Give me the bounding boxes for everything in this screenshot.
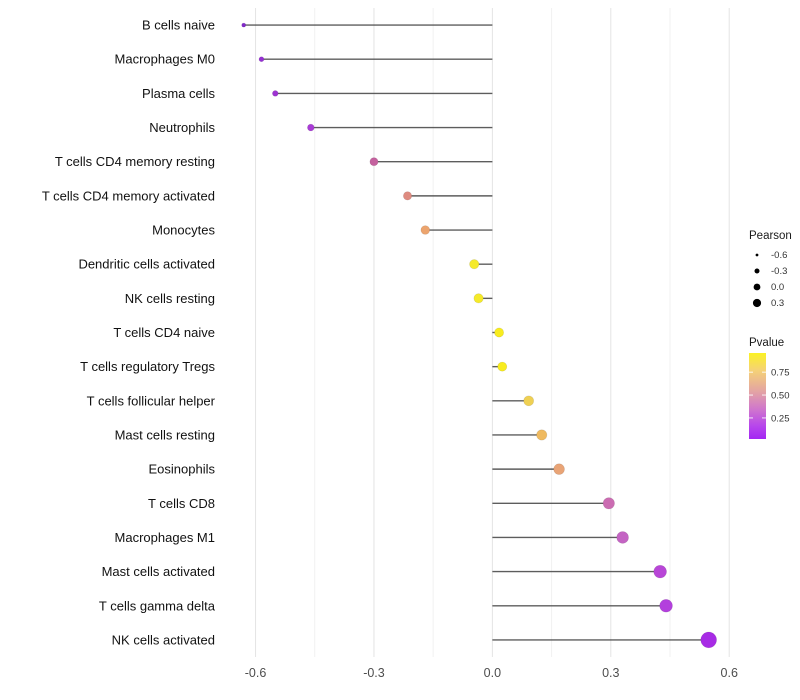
lollipop-point (536, 429, 548, 441)
lollipop-point (602, 497, 615, 510)
y-axis-label: Eosinophils (149, 462, 216, 477)
lollipop-point (494, 327, 505, 338)
legend-size-dot (755, 253, 759, 257)
lollipop-point (653, 564, 667, 579)
y-axis-label: T cells CD4 memory resting (55, 154, 215, 169)
y-axis-label: T cells CD4 naive (113, 325, 215, 340)
y-axis-label: B cells naive (142, 18, 215, 33)
y-axis-label: Macrophages M1 (115, 530, 215, 545)
y-axis-label: NK cells resting (125, 291, 215, 306)
x-axis-tick-label: 0.6 (721, 666, 738, 680)
y-axis-label: Neutrophils (149, 120, 215, 135)
y-axis-label: T cells gamma delta (99, 598, 216, 613)
lollipop-point (241, 22, 247, 28)
legend-size-dot (752, 298, 762, 308)
legend-size-label: -0.6 (771, 250, 787, 261)
y-axis-label: Dendritic cells activated (78, 257, 215, 272)
legend-size-title: Pearson (749, 230, 792, 242)
pvalue-tick-label: 0.50 (771, 390, 790, 401)
y-axis-label: Macrophages M0 (115, 52, 215, 67)
lollipop-point (272, 90, 279, 97)
x-axis-tick-label: 0.0 (484, 666, 501, 680)
y-axis-label: T cells follicular helper (87, 393, 216, 408)
lollipop-point (473, 293, 484, 304)
legend-size-label: 0.0 (771, 282, 784, 293)
legend-size-label: -0.3 (771, 266, 787, 277)
lollipop-point (469, 259, 480, 270)
y-axis-label: T cells regulatory Tregs (80, 359, 215, 374)
legend-size-label: 0.3 (771, 298, 784, 309)
legend-size-dot (753, 283, 761, 291)
x-axis-tick-label: -0.6 (245, 666, 267, 680)
lollipop-point (553, 463, 565, 475)
lollipop-point (523, 395, 535, 407)
pvalue-tick-label: 0.25 (771, 413, 790, 424)
lollipop-point (659, 599, 673, 613)
x-axis-tick-label: 0.3 (602, 666, 619, 680)
lollipop-point (420, 225, 431, 235)
y-axis-label: NK cells activated (112, 632, 215, 647)
legend-color-title: Pvalue (749, 337, 784, 349)
lollipop-point (497, 361, 508, 372)
y-axis-label: Monocytes (152, 223, 215, 238)
y-axis-label: Mast cells activated (102, 564, 215, 579)
y-axis-label: Plasma cells (142, 86, 215, 101)
lollipop-point (369, 157, 379, 167)
lollipop-point (258, 56, 265, 63)
legend-size-dot (754, 268, 760, 274)
pvalue-tick-label: 0.75 (771, 368, 790, 379)
y-axis-label: T cells CD4 memory activated (42, 188, 215, 203)
lollipop-point (402, 191, 413, 201)
lollipop-point (700, 631, 717, 649)
y-axis-label: Mast cells resting (115, 427, 215, 442)
lollipop-point (307, 123, 315, 132)
pvalue-colorbar (749, 353, 766, 439)
y-axis-label: T cells CD8 (148, 496, 215, 511)
x-axis-tick-label: -0.3 (363, 666, 385, 680)
lollipop-point (616, 531, 629, 544)
